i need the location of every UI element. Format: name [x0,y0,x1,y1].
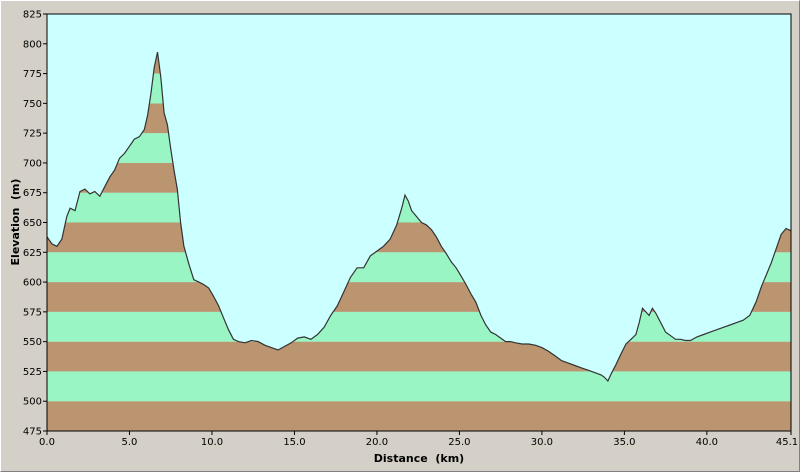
y-tick-label: 625 [23,248,42,259]
x-tick-label: 10.0 [201,437,223,448]
x-tick-label: 35.0 [613,437,635,448]
y-tick-label: 775 [23,69,42,80]
y-tick-label: 725 [23,129,42,140]
y-tick-label: 500 [23,397,42,408]
y-axis-title: Elevation (m) [9,179,22,266]
x-tick-label: 15.0 [283,437,305,448]
x-tick-label: 5.0 [122,437,138,448]
y-tick-label: 475 [23,427,42,438]
x-axis: 0.0 5.0 10.0 15.0 20.0 25.0 30.0 35.0 40.0 45.1 [39,431,798,448]
y-tick-label: 550 [23,337,42,348]
profile-line [46,51,792,383]
y-tick-label: 800 [23,39,42,50]
x-tick-label: 20.0 [366,437,388,448]
x-tick-label: 30.0 [531,437,553,448]
x-axis-title: Distance (km) [374,452,464,465]
y-tick-label: 650 [23,218,42,229]
y-tick-label: 675 [23,188,42,199]
y-tick-label: 825 [23,10,42,21]
elevation-band [47,341,791,372]
y-tick-label: 575 [23,307,42,318]
x-tick-label: 0.0 [39,437,55,448]
y-axis: 475 500 525 550 575 600 625 650 675 700 725 750 775 8… [23,10,47,438]
y-tick-label: 750 [23,99,42,110]
y-tick-label: 700 [23,158,42,169]
elevation-band [47,401,791,431]
x-tick-label: 40.0 [696,437,718,448]
y-tick-label: 525 [23,367,42,378]
x-tick-label: 25.0 [448,437,470,448]
elevation-band [47,371,791,402]
x-tick-label: 45.1 [776,437,798,448]
y-tick-label: 600 [23,278,42,289]
